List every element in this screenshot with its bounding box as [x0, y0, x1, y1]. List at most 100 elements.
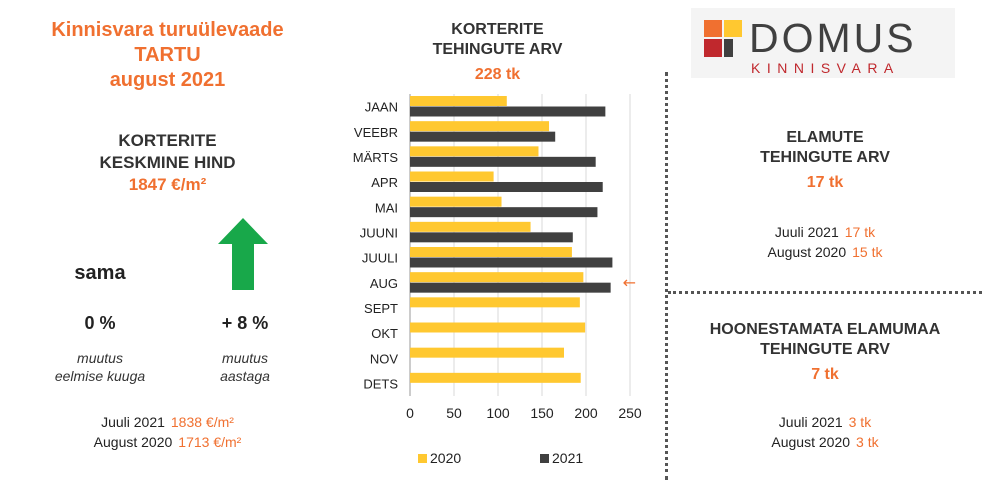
report-title: Kinnisvara turuülevaade TARTU august 202… — [0, 18, 335, 93]
bar-2020 — [410, 297, 580, 308]
legend-label: 2021 — [552, 450, 583, 466]
logo-square-dark — [724, 39, 733, 57]
bar-2021 — [410, 131, 556, 142]
chart-total: 228 tk — [474, 66, 521, 83]
comparison-label: Juuli 2021 — [774, 224, 839, 240]
category-label: SEPT — [364, 301, 398, 316]
bar-2020 — [410, 322, 586, 333]
avg-price-comparison: Juuli 2021 1838 €/m² August 2020 1713 €/m² — [0, 412, 335, 452]
mom-caption-line2: eelmise kuuga — [54, 368, 146, 384]
yoy-change-value: + 8 % — [221, 313, 269, 333]
comparison-label: Juuli 2021 — [101, 414, 165, 430]
bar-2020 — [410, 121, 550, 132]
up-arrow-icon — [218, 218, 268, 290]
comparison-row: August 2020 1713 €/m² — [0, 432, 335, 452]
houses-heading: ELAMUTE TEHINGUTE ARV — [668, 128, 982, 168]
category-label: VEEBR — [354, 125, 398, 140]
comparison-value: 17 tk — [844, 224, 876, 240]
chart-heading: KORTERITE TEHINGUTE ARV — [375, 20, 620, 60]
yoy-caption-line2: aastaga — [220, 368, 270, 384]
x-tick-label: 250 — [618, 405, 642, 421]
logo-square-red — [704, 39, 722, 57]
comparison-value: 3 tk — [856, 434, 879, 450]
comparison-row: Juuli 2021 17 tk — [668, 222, 982, 242]
category-label: JUUNI — [360, 225, 398, 240]
houses-heading-line2: TEHINGUTE ARV — [760, 149, 890, 166]
comparison-label: August 2020 — [767, 244, 847, 260]
apartment-transactions-chart: 0 50 100 150 200 250 JAAN VEEBR MÄRTS APR MAI JUUNI… — [353, 94, 642, 466]
bar-2021 — [410, 257, 613, 268]
horizontal-divider — [668, 291, 982, 294]
bar-2020 — [410, 372, 581, 383]
bar-2021 — [410, 282, 611, 293]
report-city: TARTU — [134, 44, 201, 66]
report-title-line: Kinnisvara turuülevaade — [51, 19, 284, 41]
category-label: NOV — [370, 351, 399, 366]
bar-2020 — [410, 272, 584, 283]
logo-square-orange — [704, 20, 722, 37]
avg-price-heading-line1: KORTERITE — [118, 131, 217, 150]
bar-2020 — [410, 347, 564, 358]
bar-2021 — [410, 106, 606, 117]
yoy-change-caption: muutus aastaga — [185, 349, 305, 385]
yoy-caption-line1: muutus — [222, 350, 268, 366]
comparison-value: 1713 €/m² — [178, 434, 242, 450]
category-label: MAI — [375, 200, 398, 215]
x-tick-label: 200 — [574, 405, 598, 421]
mom-change-word: sama — [74, 262, 126, 284]
comparison-label: Juuli 2021 — [778, 414, 843, 430]
comparison-row: Juuli 2021 1838 €/m² — [0, 412, 335, 432]
legend-swatch — [418, 454, 427, 463]
houses-comparison: Juuli 2021 17 tk August 2020 15 tk — [668, 222, 982, 262]
mom-caption-line1: muutus — [77, 350, 123, 366]
land-heading-line2: TEHINGUTE ARV — [760, 341, 890, 358]
land-comparison: Juuli 2021 3 tk August 2020 3 tk — [668, 412, 982, 452]
bar-2021 — [410, 232, 573, 243]
houses-value: 17 tk — [806, 174, 844, 191]
logo-wordmark: DOMUS — [749, 15, 917, 61]
bar-2020 — [410, 221, 531, 232]
category-label: APR — [371, 175, 398, 190]
bar-2020 — [410, 247, 572, 257]
bar-2021 — [410, 182, 603, 192]
x-tick-label: 50 — [446, 405, 462, 421]
chart-legend: 2020 2021 — [418, 450, 583, 466]
comparison-label: August 2020 — [93, 434, 173, 450]
comparison-label: August 2020 — [771, 434, 851, 450]
x-tick-label: 150 — [530, 405, 554, 421]
avg-price-value: 1847 €/m² — [128, 175, 207, 194]
x-tick-label: 100 — [486, 405, 510, 421]
vertical-divider — [665, 72, 668, 480]
chart-grid — [409, 94, 631, 396]
category-label: DETS — [363, 376, 398, 391]
category-label: JUULI — [362, 251, 398, 266]
bar-2020 — [410, 196, 502, 207]
land-value: 7 tk — [811, 366, 839, 383]
bar-2021 — [410, 156, 596, 167]
legend-swatch — [540, 454, 549, 463]
logo-square-yellow — [724, 20, 742, 37]
comparison-value: 3 tk — [848, 414, 872, 430]
category-label: OKT — [371, 326, 398, 341]
comparison-row: August 2020 15 tk — [668, 242, 982, 262]
highlight-arrow-icon: ← — [623, 273, 636, 292]
chart-heading-line1: KORTERITE — [451, 21, 544, 38]
bar-2020 — [410, 146, 539, 157]
bar-2021 — [410, 207, 598, 218]
category-label: JAAN — [365, 100, 398, 115]
x-tick-label: 0 — [406, 405, 414, 421]
avg-price-heading: KORTERITE KESKMINE HIND — [0, 130, 335, 174]
category-label: MÄRTS — [353, 150, 399, 165]
houses-heading-line1: ELAMUTE — [786, 129, 864, 146]
land-heading: HOONESTAMATA ELAMUMAA TEHINGUTE ARV — [668, 320, 982, 360]
bar-2020 — [410, 96, 507, 106]
mom-change-caption: muutus eelmise kuuga — [40, 349, 160, 385]
category-label: AUG — [370, 276, 398, 291]
comparison-row: Juuli 2021 3 tk — [668, 412, 982, 432]
mom-change-value: 0 % — [84, 313, 116, 333]
legend-label: 2020 — [430, 450, 461, 466]
chart-heading-line2: TEHINGUTE ARV — [432, 41, 563, 58]
comparison-row: August 2020 3 tk — [668, 432, 982, 452]
logo-subtitle: KINNISVARA — [751, 60, 900, 76]
avg-price-heading-line2: KESKMINE HIND — [99, 153, 236, 172]
